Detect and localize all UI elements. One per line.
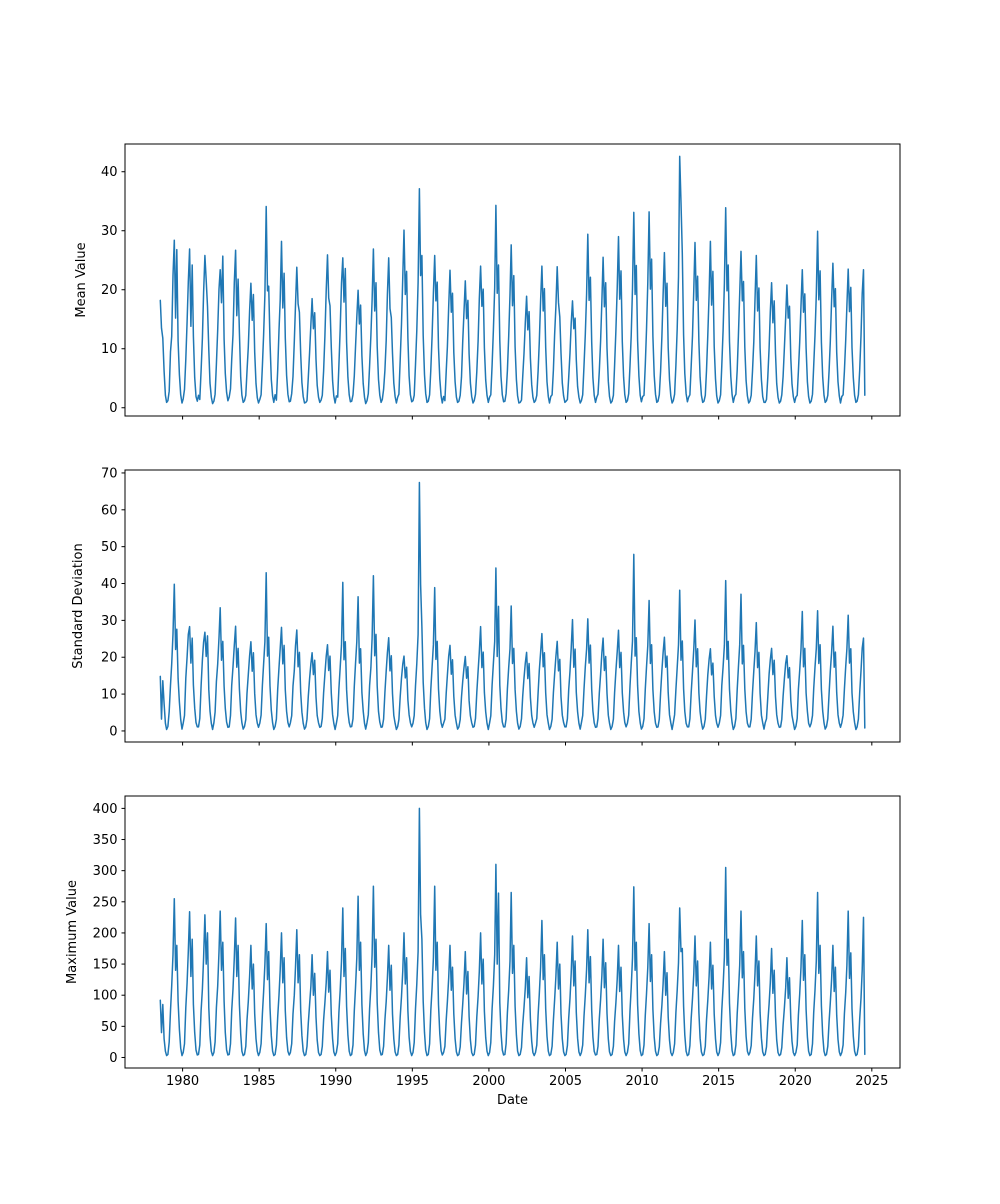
y-tick-label: 70 [101, 466, 118, 481]
y-tick-label: 30 [101, 224, 118, 239]
y-tick-label: 0 [109, 724, 117, 739]
y-tick-label: 40 [101, 577, 118, 592]
axes-layer: 0102030400102030405060700501001502002503… [93, 143, 901, 1089]
x-tick-label: 1980 [166, 1074, 199, 1089]
y-tick-label: 0 [109, 1051, 117, 1066]
axes-spines-0 [124, 143, 901, 417]
y-tick-label: 100 [93, 989, 118, 1004]
y-axis-label-standard-deviation: Standard Deviation [71, 543, 86, 668]
y-axis-label-mean-value: Mean Value [74, 242, 89, 317]
x-tick-label: 1985 [243, 1074, 276, 1089]
y-tick-label: 10 [101, 342, 118, 357]
x-tick-label: 2000 [472, 1074, 505, 1089]
y-axis-label-maximum-value: Maximum Value [65, 880, 80, 984]
y-tick-label: 400 [93, 802, 118, 817]
y-tick-label: 200 [93, 926, 118, 941]
y-tick-label: 350 [93, 833, 118, 848]
y-tick-label: 0 [109, 401, 117, 416]
y-tick-label: 30 [101, 614, 118, 629]
x-tick-label: 1990 [319, 1074, 352, 1089]
x-tick-label: 2005 [549, 1074, 582, 1089]
series-line-max [159, 807, 866, 1057]
y-tick-label: 50 [101, 1020, 118, 1035]
y-tick-label: 20 [101, 283, 118, 298]
y-tick-label: 50 [101, 540, 118, 555]
y-tick-label: 150 [93, 958, 118, 973]
axes-spines-2 [124, 795, 901, 1069]
x-tick-label: 2025 [855, 1074, 888, 1089]
x-tick-label: 2015 [702, 1074, 735, 1089]
x-axis-label-date: Date [497, 1093, 528, 1108]
y-tick-label: 300 [93, 864, 118, 879]
series-line-std [159, 481, 866, 731]
x-tick-label: 1995 [396, 1074, 429, 1089]
x-tick-label: 2020 [779, 1074, 812, 1089]
y-tick-label: 40 [101, 165, 118, 180]
y-tick-label: 10 [101, 688, 118, 703]
y-tick-label: 60 [101, 503, 118, 518]
x-tick-label: 2010 [626, 1074, 659, 1089]
axes-spines-1 [124, 469, 901, 743]
y-tick-label: 20 [101, 651, 118, 666]
series-line-mean [159, 155, 866, 405]
y-tick-label: 250 [93, 895, 118, 910]
